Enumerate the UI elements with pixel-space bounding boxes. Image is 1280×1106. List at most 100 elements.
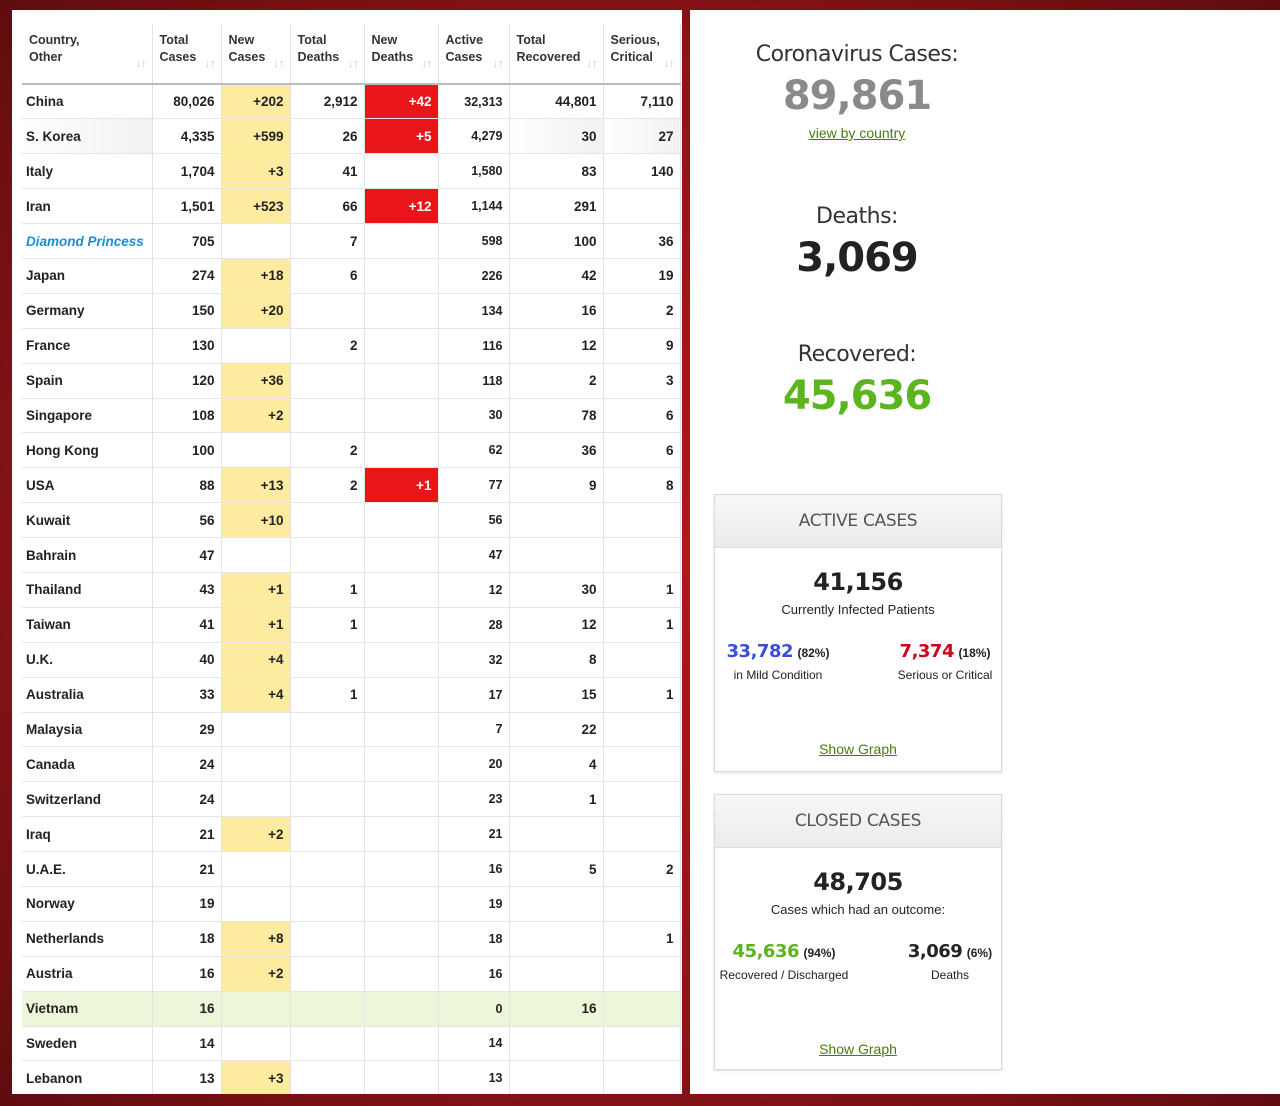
closed-recovered-percent: (94%) — [803, 946, 836, 960]
total-deaths-cell: 1 — [290, 607, 365, 643]
new-cases-cell: +599 — [221, 118, 291, 155]
total-recovered-cell: 1 — [509, 781, 604, 818]
column-header-new-deaths[interactable]: New Deaths ↓↑ — [364, 24, 439, 85]
sort-arrows-icon[interactable]: ↓↑ — [586, 58, 598, 70]
total-deaths-cell: 66 — [290, 188, 365, 225]
total-recovered-cell: 291 — [509, 188, 604, 225]
total-cases-cell: 274 — [152, 258, 222, 294]
active-cases-cell: 16 — [438, 851, 510, 887]
total-deaths-cell: 2 — [290, 432, 365, 469]
country-cell[interactable]: Diamond Princess — [22, 223, 153, 259]
country-cell: Italy — [22, 153, 153, 190]
total-cases-cell: 4,335 — [152, 118, 222, 155]
table-row: Thailand 43 +1 1 12 30 1 — [22, 572, 681, 608]
country-cell: Iran — [22, 188, 153, 225]
new-cases-cell — [221, 537, 291, 573]
active-cases-header: ACTIVE CASES — [715, 495, 1001, 548]
new-deaths-cell — [364, 921, 439, 957]
country-cell: Thailand — [22, 572, 153, 608]
closed-recovered-count: 45,636 — [732, 941, 800, 962]
new-deaths-cell — [364, 991, 439, 1027]
sort-arrows-icon[interactable]: ↓↑ — [273, 58, 285, 70]
column-header-label: Active Cases — [445, 33, 484, 64]
active-cases-cell: 13 — [438, 1060, 510, 1094]
sort-arrows-icon[interactable]: ↓↑ — [347, 58, 359, 70]
column-header-new-cases[interactable]: New Cases ↓↑ — [221, 24, 291, 85]
active-cases-cell: 18 — [438, 921, 510, 957]
total-cases-cell: 24 — [152, 746, 222, 783]
total-deaths-cell — [290, 293, 365, 329]
new-cases-cell — [221, 886, 291, 922]
mild-label: in Mild Condition — [733, 668, 823, 682]
total-recovered-cell — [509, 956, 604, 992]
country-cell: Japan — [22, 258, 153, 294]
new-cases-cell: +4 — [221, 642, 291, 678]
deaths-number: 3,069 — [796, 235, 919, 281]
total-cases-cell: 18 — [152, 921, 222, 957]
total-recovered-cell: 30 — [509, 118, 604, 155]
table-row: Malaysia 29 7 22 — [22, 712, 681, 748]
recovered-number: 45,636 — [782, 373, 932, 419]
sort-arrows-icon[interactable]: ↓↑ — [663, 58, 675, 70]
serious-critical-cell — [603, 956, 681, 992]
table-row: Iran 1,501 +523 66 +12 1,144 291 — [22, 188, 681, 225]
total-cases-cell: 80,026 — [152, 84, 222, 120]
new-cases-cell: +3 — [221, 1060, 291, 1094]
country-cell: Lebanon — [22, 1060, 153, 1094]
sort-arrows-icon[interactable]: ↓↑ — [492, 58, 504, 70]
total-recovered-cell: 2 — [509, 363, 604, 399]
active-show-graph-link[interactable]: Show Graph — [819, 741, 897, 757]
new-deaths-cell — [364, 746, 439, 783]
new-deaths-cell — [364, 851, 439, 887]
sort-arrows-icon[interactable]: ↓↑ — [421, 58, 433, 70]
total-cases-cell: 88 — [152, 467, 222, 504]
closed-show-graph-link[interactable]: Show Graph — [819, 1041, 897, 1057]
total-deaths-cell — [290, 746, 365, 783]
table-row: France 130 2 116 12 9 — [22, 328, 681, 364]
new-cases-cell: +3 — [221, 153, 291, 190]
active-cases-cell: 118 — [438, 363, 510, 399]
total-deaths-cell — [290, 781, 365, 818]
country-cell: Netherlands — [22, 921, 153, 957]
total-recovered-cell: 42 — [509, 258, 604, 294]
total-recovered-cell: 83 — [509, 153, 604, 190]
total-cases-cell: 56 — [152, 502, 222, 539]
total-cases-cell: 33 — [152, 677, 222, 713]
total-recovered-cell: 30 — [509, 572, 604, 608]
new-deaths-cell — [364, 502, 439, 539]
table-row: Iraq 21 +2 21 — [22, 816, 681, 853]
total-recovered-cell — [509, 1026, 604, 1062]
country-cell: Canada — [22, 746, 153, 783]
total-deaths-cell — [290, 642, 365, 678]
new-cases-cell: +8 — [221, 921, 291, 957]
country-cell: Germany — [22, 293, 153, 329]
sort-arrows-icon[interactable]: ↓↑ — [204, 58, 216, 70]
total-deaths-cell — [290, 991, 365, 1027]
column-header-total-recovered[interactable]: Total Recovered ↓↑ — [509, 24, 604, 85]
column-header-total-cases[interactable]: Total Cases ↓↑ — [152, 24, 222, 85]
column-header-total-deaths[interactable]: Total Deaths ↓↑ — [290, 24, 365, 85]
active-cases-cell: 116 — [438, 328, 510, 364]
column-header-active-cases[interactable]: Active Cases ↓↑ — [438, 24, 510, 85]
serious-critical-cell — [603, 1060, 681, 1094]
column-header-country[interactable]: Country, Other ↓↑ — [22, 24, 153, 85]
column-header-serious-critical[interactable]: Serious, Critical ↓↑ — [603, 24, 681, 85]
closed-recovered-label: Recovered / Discharged — [719, 968, 849, 982]
view-by-country-link[interactable]: view by country — [808, 125, 906, 141]
new-cases-cell: +523 — [221, 188, 291, 225]
total-deaths-cell — [290, 816, 365, 853]
table-body: China 80,026 +202 2,912 +42 32,313 44,801 7,110… — [22, 84, 681, 1094]
total-recovered-cell: 22 — [509, 712, 604, 748]
new-cases-cell: +10 — [221, 502, 291, 539]
table-row: Norway 19 19 — [22, 886, 681, 922]
active-cases-cell: 17 — [438, 677, 510, 713]
total-cases-cell: 16 — [152, 956, 222, 992]
table-row: China 80,026 +202 2,912 +42 32,313 44,801 7,110 — [22, 84, 681, 120]
new-deaths-cell: +12 — [364, 188, 439, 225]
total-cases-cell: 40 — [152, 642, 222, 678]
new-cases-cell: +2 — [221, 398, 291, 434]
sort-arrows-icon[interactable]: ↓↑ — [135, 58, 147, 70]
new-cases-cell: +202 — [221, 84, 291, 120]
active-cases-cell: 28 — [438, 607, 510, 643]
total-cases-cell: 1,501 — [152, 188, 222, 225]
